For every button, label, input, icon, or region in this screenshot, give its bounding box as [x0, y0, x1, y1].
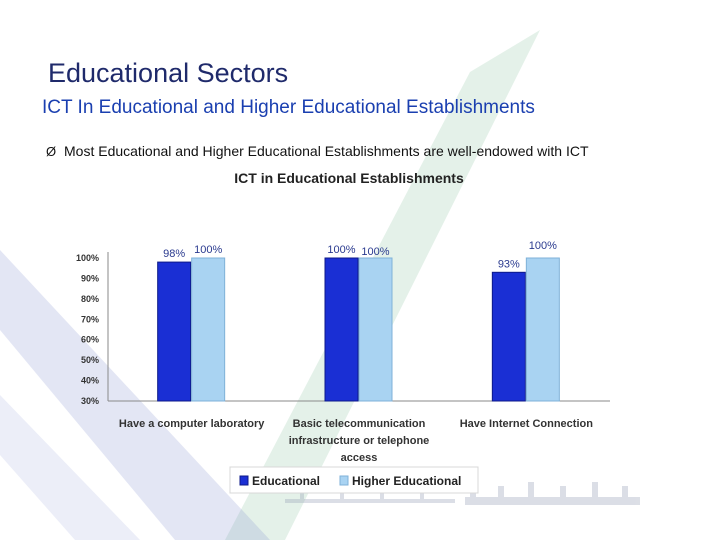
data-label: 93% — [498, 258, 520, 270]
x-category-label: Basic telecommunication — [293, 418, 426, 430]
y-tick-label: 80% — [81, 294, 99, 304]
chart-title: ICT in Educational Establishments — [234, 170, 464, 186]
bar-higher-educational — [525, 257, 560, 402]
legend-label: Higher Educational — [352, 474, 461, 488]
legend-swatch — [339, 475, 349, 486]
x-category-label: infrastructure or telephone — [289, 435, 430, 447]
bar-higher-educational — [358, 257, 393, 402]
bar-higher-educational — [191, 257, 226, 402]
data-label: 100% — [194, 244, 222, 256]
x-category-label: Have Internet Connection — [460, 418, 594, 430]
y-tick-label: 70% — [81, 314, 99, 324]
y-tick-label: 50% — [81, 355, 99, 365]
bar-educational — [491, 271, 526, 402]
background-chevron-blue — [0, 250, 270, 540]
legend-label: Educational — [252, 474, 320, 488]
bullet-point: Ø Most Educational and Higher Educational… — [46, 143, 589, 159]
y-tick-label: 60% — [81, 335, 99, 345]
data-label: 100% — [529, 240, 557, 252]
background-chevron-blue-lower — [0, 395, 140, 540]
data-label: 100% — [327, 244, 355, 256]
data-label: 100% — [361, 246, 389, 258]
bar-educational — [157, 261, 192, 402]
y-tick-label: 100% — [76, 253, 99, 263]
bullet-text: Most Educational and Higher Educational … — [64, 143, 589, 159]
y-tick-label: 40% — [81, 376, 99, 386]
y-tick-label: 30% — [81, 396, 99, 406]
slide-subtitle: ICT In Educational and Higher Educationa… — [42, 97, 535, 118]
slide-title: Educational Sectors — [48, 58, 289, 88]
bar-educational — [324, 257, 359, 402]
y-tick-label: 90% — [81, 273, 99, 283]
data-label: 98% — [163, 248, 185, 260]
legend-swatch — [239, 475, 249, 486]
x-category-label: Have a computer laboratory — [119, 418, 265, 430]
bullet-arrow-icon: Ø — [46, 144, 57, 159]
ict-bar-chart: ICT in Educational Establishments 30% 40% 5… — [76, 170, 610, 494]
x-category-label: access — [341, 452, 378, 464]
legend-box — [229, 466, 479, 494]
